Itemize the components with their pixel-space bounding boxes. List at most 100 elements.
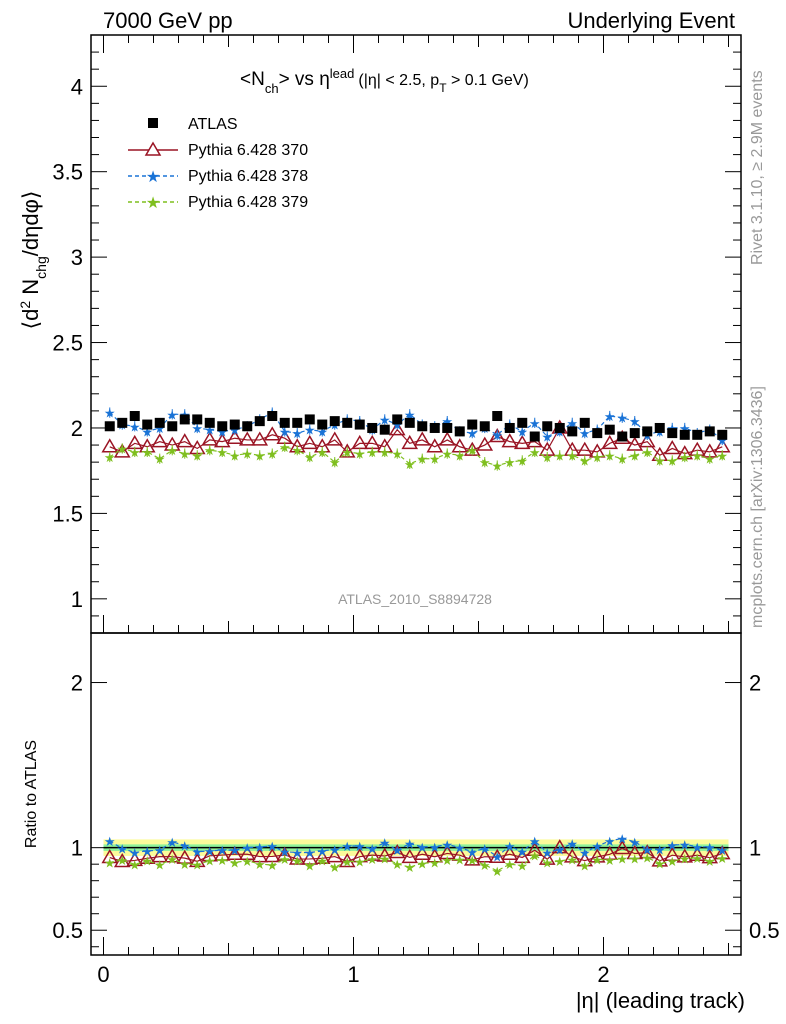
data-point-star: ★ xyxy=(304,423,316,438)
data-point-star: ★ xyxy=(291,443,303,458)
data-point-atlas xyxy=(479,421,490,432)
data-point-star: ★ xyxy=(716,448,728,463)
main-y-tick-label: 4 xyxy=(71,74,83,99)
ratio-point-star: ★ xyxy=(504,857,516,872)
ratio-point-star: ★ xyxy=(341,839,353,854)
data-point-star: ★ xyxy=(229,448,241,463)
ratio-point-star: ★ xyxy=(241,841,253,856)
ratio-y-tick-label-right: 0.5 xyxy=(749,918,780,943)
data-point-star: ★ xyxy=(404,407,416,422)
ratio-point-star: ★ xyxy=(429,856,441,871)
ratio-y-tick-labels: 0.5 1 2 0.5 1 2 xyxy=(52,671,779,944)
data-point-atlas xyxy=(117,417,128,428)
main-y-tick-label: 1.5 xyxy=(52,501,83,526)
legend-label: ATLAS xyxy=(188,116,238,133)
data-point-star: ★ xyxy=(629,448,641,463)
data-point-triangle xyxy=(301,434,319,450)
data-point-atlas xyxy=(654,422,665,433)
data-point-star: ★ xyxy=(179,447,191,462)
x-tick-labels: 0 1 2 xyxy=(97,962,609,987)
ratio-point-star: ★ xyxy=(154,843,166,858)
data-point-star: ★ xyxy=(516,424,528,439)
ratio-point-triangle xyxy=(501,845,519,861)
data-point-star: ★ xyxy=(366,445,378,460)
data-point-atlas xyxy=(142,419,153,430)
data-point-atlas xyxy=(392,414,403,425)
data-point-atlas xyxy=(454,426,465,437)
ratio-y-tick-label-right: 1 xyxy=(749,836,761,861)
ratio-point-star: ★ xyxy=(404,860,416,875)
ratio-point-triangle xyxy=(488,848,506,863)
main-y-axis-label: ⟨d2 Nchg/dηdφ⟩ xyxy=(17,191,49,330)
legend-marker-star: ★ xyxy=(146,195,160,212)
data-point-star: ★ xyxy=(266,447,278,462)
ratio-point-triangle xyxy=(563,848,581,863)
ratio-point-star: ★ xyxy=(716,843,728,858)
ratio-point-star: ★ xyxy=(541,846,553,861)
ratio-point-star: ★ xyxy=(554,854,566,869)
data-point-star: ★ xyxy=(466,426,478,441)
data-point-star: ★ xyxy=(229,423,241,438)
ratio-point-star: ★ xyxy=(479,858,491,873)
data-point-star: ★ xyxy=(541,450,553,465)
ratio-point-star: ★ xyxy=(666,838,678,853)
data-point-atlas xyxy=(317,419,328,430)
ratio-point-star: ★ xyxy=(216,853,228,868)
ratio-point-star: ★ xyxy=(229,855,241,870)
data-point-atlas xyxy=(442,422,453,433)
x-tick-label: 2 xyxy=(597,962,609,987)
series-line-ratio xyxy=(109,854,723,872)
data-point-star: ★ xyxy=(716,433,728,448)
ratio-point-star: ★ xyxy=(616,831,628,846)
ratio-point-star: ★ xyxy=(254,840,266,855)
data-point-star: ★ xyxy=(291,426,303,441)
analysis-id-label: ATLAS_2010_S8894728 xyxy=(338,591,492,607)
ratio-panel-frame xyxy=(90,632,742,956)
data-point-star: ★ xyxy=(616,411,628,426)
main-panel-data: ★★ ★ ★★★ ★ ★ ★ ★ ★ ★ ★★ ★★ ★★ ★ ★★★★★★ ★ ★ ★★★★ ★ ★ ★★ ★ ★ ★ ★ ★… xyxy=(101,406,731,474)
data-point-triangle xyxy=(426,438,444,453)
ratio-point-triangle xyxy=(401,848,419,864)
ratio-point-triangle xyxy=(326,848,344,863)
data-point-atlas xyxy=(304,414,315,425)
ratio-point-star: ★ xyxy=(704,854,716,869)
data-point-atlas xyxy=(692,429,703,440)
axis-ticks xyxy=(91,34,741,955)
ratio-point-star: ★ xyxy=(304,858,316,873)
data-point-star: ★ xyxy=(654,453,666,468)
ratio-point-star: ★ xyxy=(529,848,541,863)
data-point-triangle xyxy=(501,433,519,448)
data-point-triangle xyxy=(513,434,531,450)
data-point-star: ★ xyxy=(416,452,428,467)
data-point-star: ★ xyxy=(154,452,166,467)
main-y-tick-label: 3.5 xyxy=(52,160,83,185)
legend: ATLAS Pythia 6.428 370 ★ Pythia 6.428 37… xyxy=(128,116,308,212)
ratio-point-star: ★ xyxy=(441,853,453,868)
data-point-star: ★ xyxy=(679,421,691,436)
ratio-point-star: ★ xyxy=(204,844,216,859)
data-point-atlas xyxy=(704,426,715,437)
data-point-triangle xyxy=(351,434,369,450)
data-point-star: ★ xyxy=(316,424,328,439)
ratio-point-star: ★ xyxy=(479,841,491,856)
ratio-point-star: ★ xyxy=(341,854,353,869)
ratio-point-triangle xyxy=(613,840,631,855)
ratio-point-star: ★ xyxy=(529,834,541,849)
x-axis-label: |η| (leading track) xyxy=(576,988,745,1013)
data-point-atlas xyxy=(542,421,553,432)
data-point-star: ★ xyxy=(104,406,116,421)
legend-marker-star: ★ xyxy=(146,169,160,186)
data-point-triangle xyxy=(626,436,644,451)
ratio-point-star: ★ xyxy=(654,856,666,871)
ratio-point-star: ★ xyxy=(191,845,203,860)
ratio-point-star: ★ xyxy=(629,852,641,867)
data-point-star: ★ xyxy=(129,445,141,460)
ratio-point-star: ★ xyxy=(679,852,691,867)
ratio-point-triangle xyxy=(313,849,331,865)
main-y-tick-label: 2.5 xyxy=(52,331,83,356)
ratio-point-star: ★ xyxy=(316,844,328,859)
ratio-point-star: ★ xyxy=(266,839,278,854)
ratio-y-tick-label: 0.5 xyxy=(52,918,83,943)
ratio-point-star: ★ xyxy=(591,852,603,867)
